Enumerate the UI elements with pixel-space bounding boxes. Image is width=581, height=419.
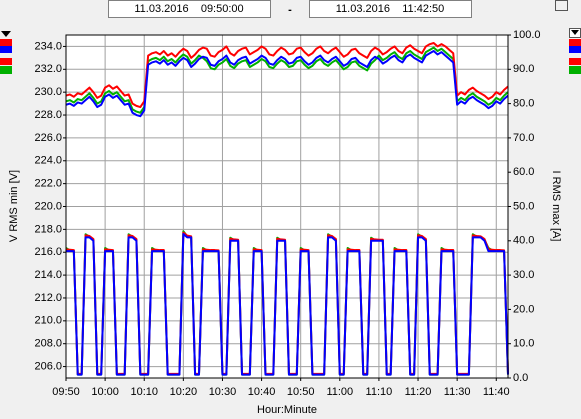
legend-arrow[interactable] <box>1 31 11 37</box>
y-tick-label: 208.0 <box>34 338 62 350</box>
separator: - <box>288 4 292 16</box>
y2-tick-label: 20.0 <box>513 303 534 315</box>
y-tick-label: 228.0 <box>34 109 62 121</box>
legend-swatch[interactable] <box>0 66 12 74</box>
y-tick-label: 218.0 <box>34 223 62 235</box>
legend-arrow[interactable] <box>571 30 579 35</box>
y2-tick-label: 30.0 <box>513 269 534 281</box>
legend-swatch[interactable] <box>569 39 581 46</box>
legend-swatch[interactable] <box>0 58 12 65</box>
y-tick-label: 216.0 <box>34 246 62 258</box>
y-tick-label: 226.0 <box>34 132 62 144</box>
y2-tick-label: 50.0 <box>513 200 534 212</box>
y-tick-label: 214.0 <box>34 269 62 281</box>
x-tick-label: 10:00 <box>91 386 119 398</box>
y-tick-label: 230.0 <box>34 86 62 98</box>
lines <box>65 42 509 376</box>
start-field[interactable] <box>108 0 271 18</box>
y2-tick-label: 10.0 <box>513 338 534 350</box>
end-time: 11.03.2016 11:42:50 <box>336 3 444 15</box>
y-tick-label: 210.0 <box>34 315 62 327</box>
x-tick-label: 11:20 <box>405 386 432 398</box>
y2-axis-title: I RMS max [A] <box>550 171 562 242</box>
x-axis-title: Hour:Minute <box>257 404 317 416</box>
legend-swatch[interactable] <box>569 46 581 53</box>
series-line <box>65 50 509 118</box>
y2-tick-label: 60.0 <box>513 166 534 178</box>
x-tick-label: 10:30 <box>209 386 237 398</box>
series-line <box>65 46 509 114</box>
y-tick-label: 220.0 <box>34 200 62 212</box>
y-axis-title: V RMS min [V] <box>8 170 20 242</box>
y-tick-label: 222.0 <box>34 178 62 190</box>
legend-swatch[interactable] <box>569 66 581 74</box>
legend-swatch[interactable] <box>0 39 12 46</box>
y2-tick-label: 0.0 <box>513 372 528 384</box>
y-tick-label: 234.0 <box>34 40 62 52</box>
right-legend <box>569 28 581 74</box>
window-icon[interactable] <box>555 0 568 11</box>
y2-tick-label: 70.0 <box>513 132 534 144</box>
x-tick-label: 10:40 <box>248 386 276 398</box>
y-tick-label: 206.0 <box>34 360 62 372</box>
legend-swatch[interactable] <box>569 58 581 65</box>
x-tick-label: 11:30 <box>444 386 471 398</box>
x-tick-label: 09:50 <box>52 386 80 398</box>
series-line <box>65 42 509 109</box>
start-time: 11.03.2016 09:50:00 <box>134 3 243 15</box>
x-tick-label: 10:10 <box>130 386 158 398</box>
x-tick-label: 10:20 <box>170 386 198 398</box>
left-legend <box>0 31 12 74</box>
y2-tick-label: 40.0 <box>513 235 534 247</box>
end-field[interactable] <box>309 0 472 18</box>
x-tick-label: 11:40 <box>483 386 510 398</box>
legend-swatch[interactable] <box>0 46 12 53</box>
x-tick-label: 11:00 <box>326 386 353 398</box>
y-tick-label: 212.0 <box>34 292 62 304</box>
plot-frame <box>65 34 509 379</box>
x-tick-label: 11:10 <box>366 386 393 398</box>
y2-tick-label: 90.0 <box>513 63 534 75</box>
x-tick-label: 10:50 <box>287 386 315 398</box>
y2-tick-label: 80.0 <box>513 98 534 110</box>
y2-tick-label: 100.0 <box>513 29 541 41</box>
series-line <box>66 232 509 376</box>
y-tick-label: 224.0 <box>34 155 62 167</box>
y-tick-label: 232.0 <box>34 63 62 75</box>
